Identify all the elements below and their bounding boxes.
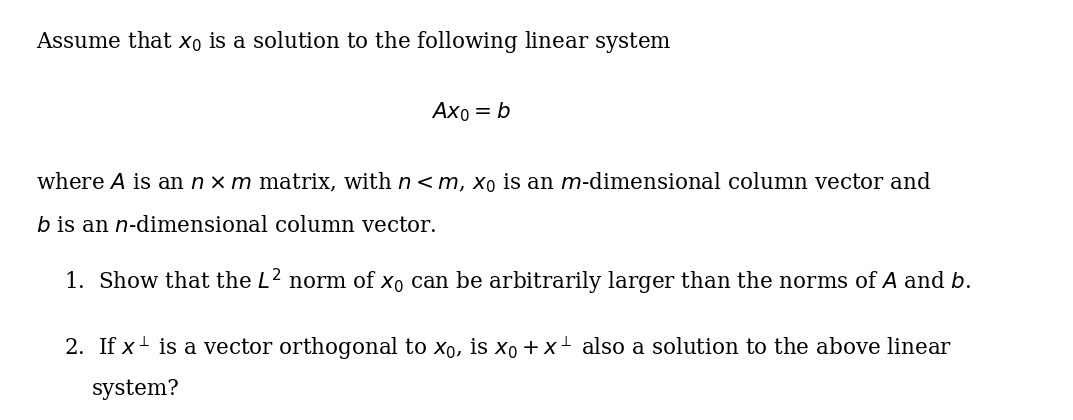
Text: 1.  Show that the $L^2$ norm of $x_0$ can be arbitrarily larger than the norms o: 1. Show that the $L^2$ norm of $x_0$ can… — [64, 267, 971, 297]
Text: Assume that $x_0$ is a solution to the following linear system: Assume that $x_0$ is a solution to the f… — [35, 29, 672, 55]
Text: where $A$ is an $n \times m$ matrix, with $n < m$, $x_0$ is an $m$-dimensional c: where $A$ is an $n \times m$ matrix, wit… — [35, 170, 931, 195]
Text: $Ax_0 = b$: $Ax_0 = b$ — [430, 101, 511, 124]
Text: system?: system? — [92, 378, 180, 400]
Text: 2.  If $x^{\perp}$ is a vector orthogonal to $x_0$, is $x_0 + x^{\perp}$ also a : 2. If $x^{\perp}$ is a vector orthogonal… — [64, 334, 952, 362]
Text: $b$ is an $n$-dimensional column vector.: $b$ is an $n$-dimensional column vector. — [35, 215, 437, 237]
